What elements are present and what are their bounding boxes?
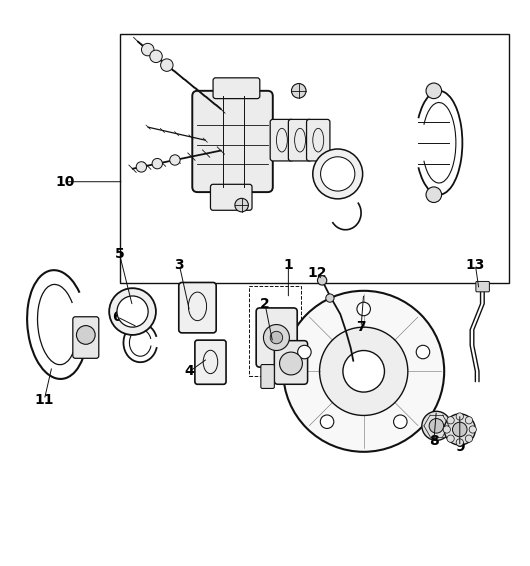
Circle shape [343, 350, 384, 392]
Text: 13: 13 [466, 258, 485, 272]
Circle shape [321, 157, 355, 191]
FancyBboxPatch shape [261, 365, 275, 388]
FancyBboxPatch shape [476, 281, 489, 292]
Text: 2: 2 [260, 297, 270, 311]
Circle shape [456, 413, 463, 420]
Bar [120, 34, 509, 283]
Text: 11: 11 [34, 393, 54, 407]
Circle shape [292, 84, 306, 98]
Text: 7: 7 [356, 320, 366, 334]
FancyBboxPatch shape [213, 78, 260, 98]
Circle shape [235, 198, 249, 212]
Circle shape [117, 296, 148, 327]
FancyBboxPatch shape [288, 119, 312, 161]
Text: 9: 9 [455, 440, 465, 453]
Circle shape [422, 411, 451, 440]
Text: 1: 1 [284, 258, 293, 272]
Circle shape [394, 415, 407, 428]
FancyBboxPatch shape [210, 185, 252, 211]
Circle shape [136, 162, 147, 172]
FancyBboxPatch shape [73, 317, 99, 358]
Circle shape [150, 50, 162, 63]
Bar [250, 286, 302, 376]
FancyBboxPatch shape [256, 308, 297, 367]
Text: 10: 10 [55, 175, 75, 188]
Circle shape [317, 276, 327, 285]
Circle shape [152, 158, 163, 169]
Circle shape [426, 83, 441, 98]
Circle shape [283, 291, 444, 452]
Circle shape [170, 155, 180, 165]
FancyBboxPatch shape [192, 91, 273, 192]
Circle shape [161, 59, 173, 71]
Text: 12: 12 [307, 265, 326, 280]
FancyBboxPatch shape [275, 341, 307, 384]
Circle shape [429, 419, 444, 433]
Text: 5: 5 [114, 247, 125, 261]
Text: 8: 8 [429, 435, 439, 448]
Circle shape [263, 324, 289, 350]
Circle shape [76, 325, 95, 344]
Circle shape [453, 422, 467, 437]
Text: 3: 3 [174, 258, 184, 272]
Circle shape [444, 414, 475, 445]
Text: 6: 6 [112, 310, 122, 324]
FancyBboxPatch shape [270, 119, 294, 161]
Circle shape [142, 44, 154, 56]
Circle shape [270, 331, 282, 344]
Circle shape [279, 352, 303, 375]
Circle shape [320, 327, 408, 415]
FancyBboxPatch shape [195, 340, 226, 384]
Circle shape [326, 294, 334, 302]
FancyBboxPatch shape [306, 119, 330, 161]
Circle shape [109, 288, 156, 335]
Circle shape [447, 435, 454, 442]
Circle shape [313, 149, 363, 199]
Circle shape [456, 439, 463, 446]
Circle shape [465, 417, 473, 424]
FancyBboxPatch shape [179, 282, 216, 333]
Circle shape [320, 415, 334, 428]
Circle shape [416, 345, 430, 359]
Circle shape [298, 345, 311, 359]
Circle shape [465, 435, 473, 442]
Circle shape [357, 302, 370, 316]
Circle shape [447, 417, 454, 424]
Circle shape [443, 426, 450, 433]
Text: 4: 4 [185, 365, 195, 378]
Circle shape [469, 426, 476, 433]
Circle shape [426, 187, 441, 203]
